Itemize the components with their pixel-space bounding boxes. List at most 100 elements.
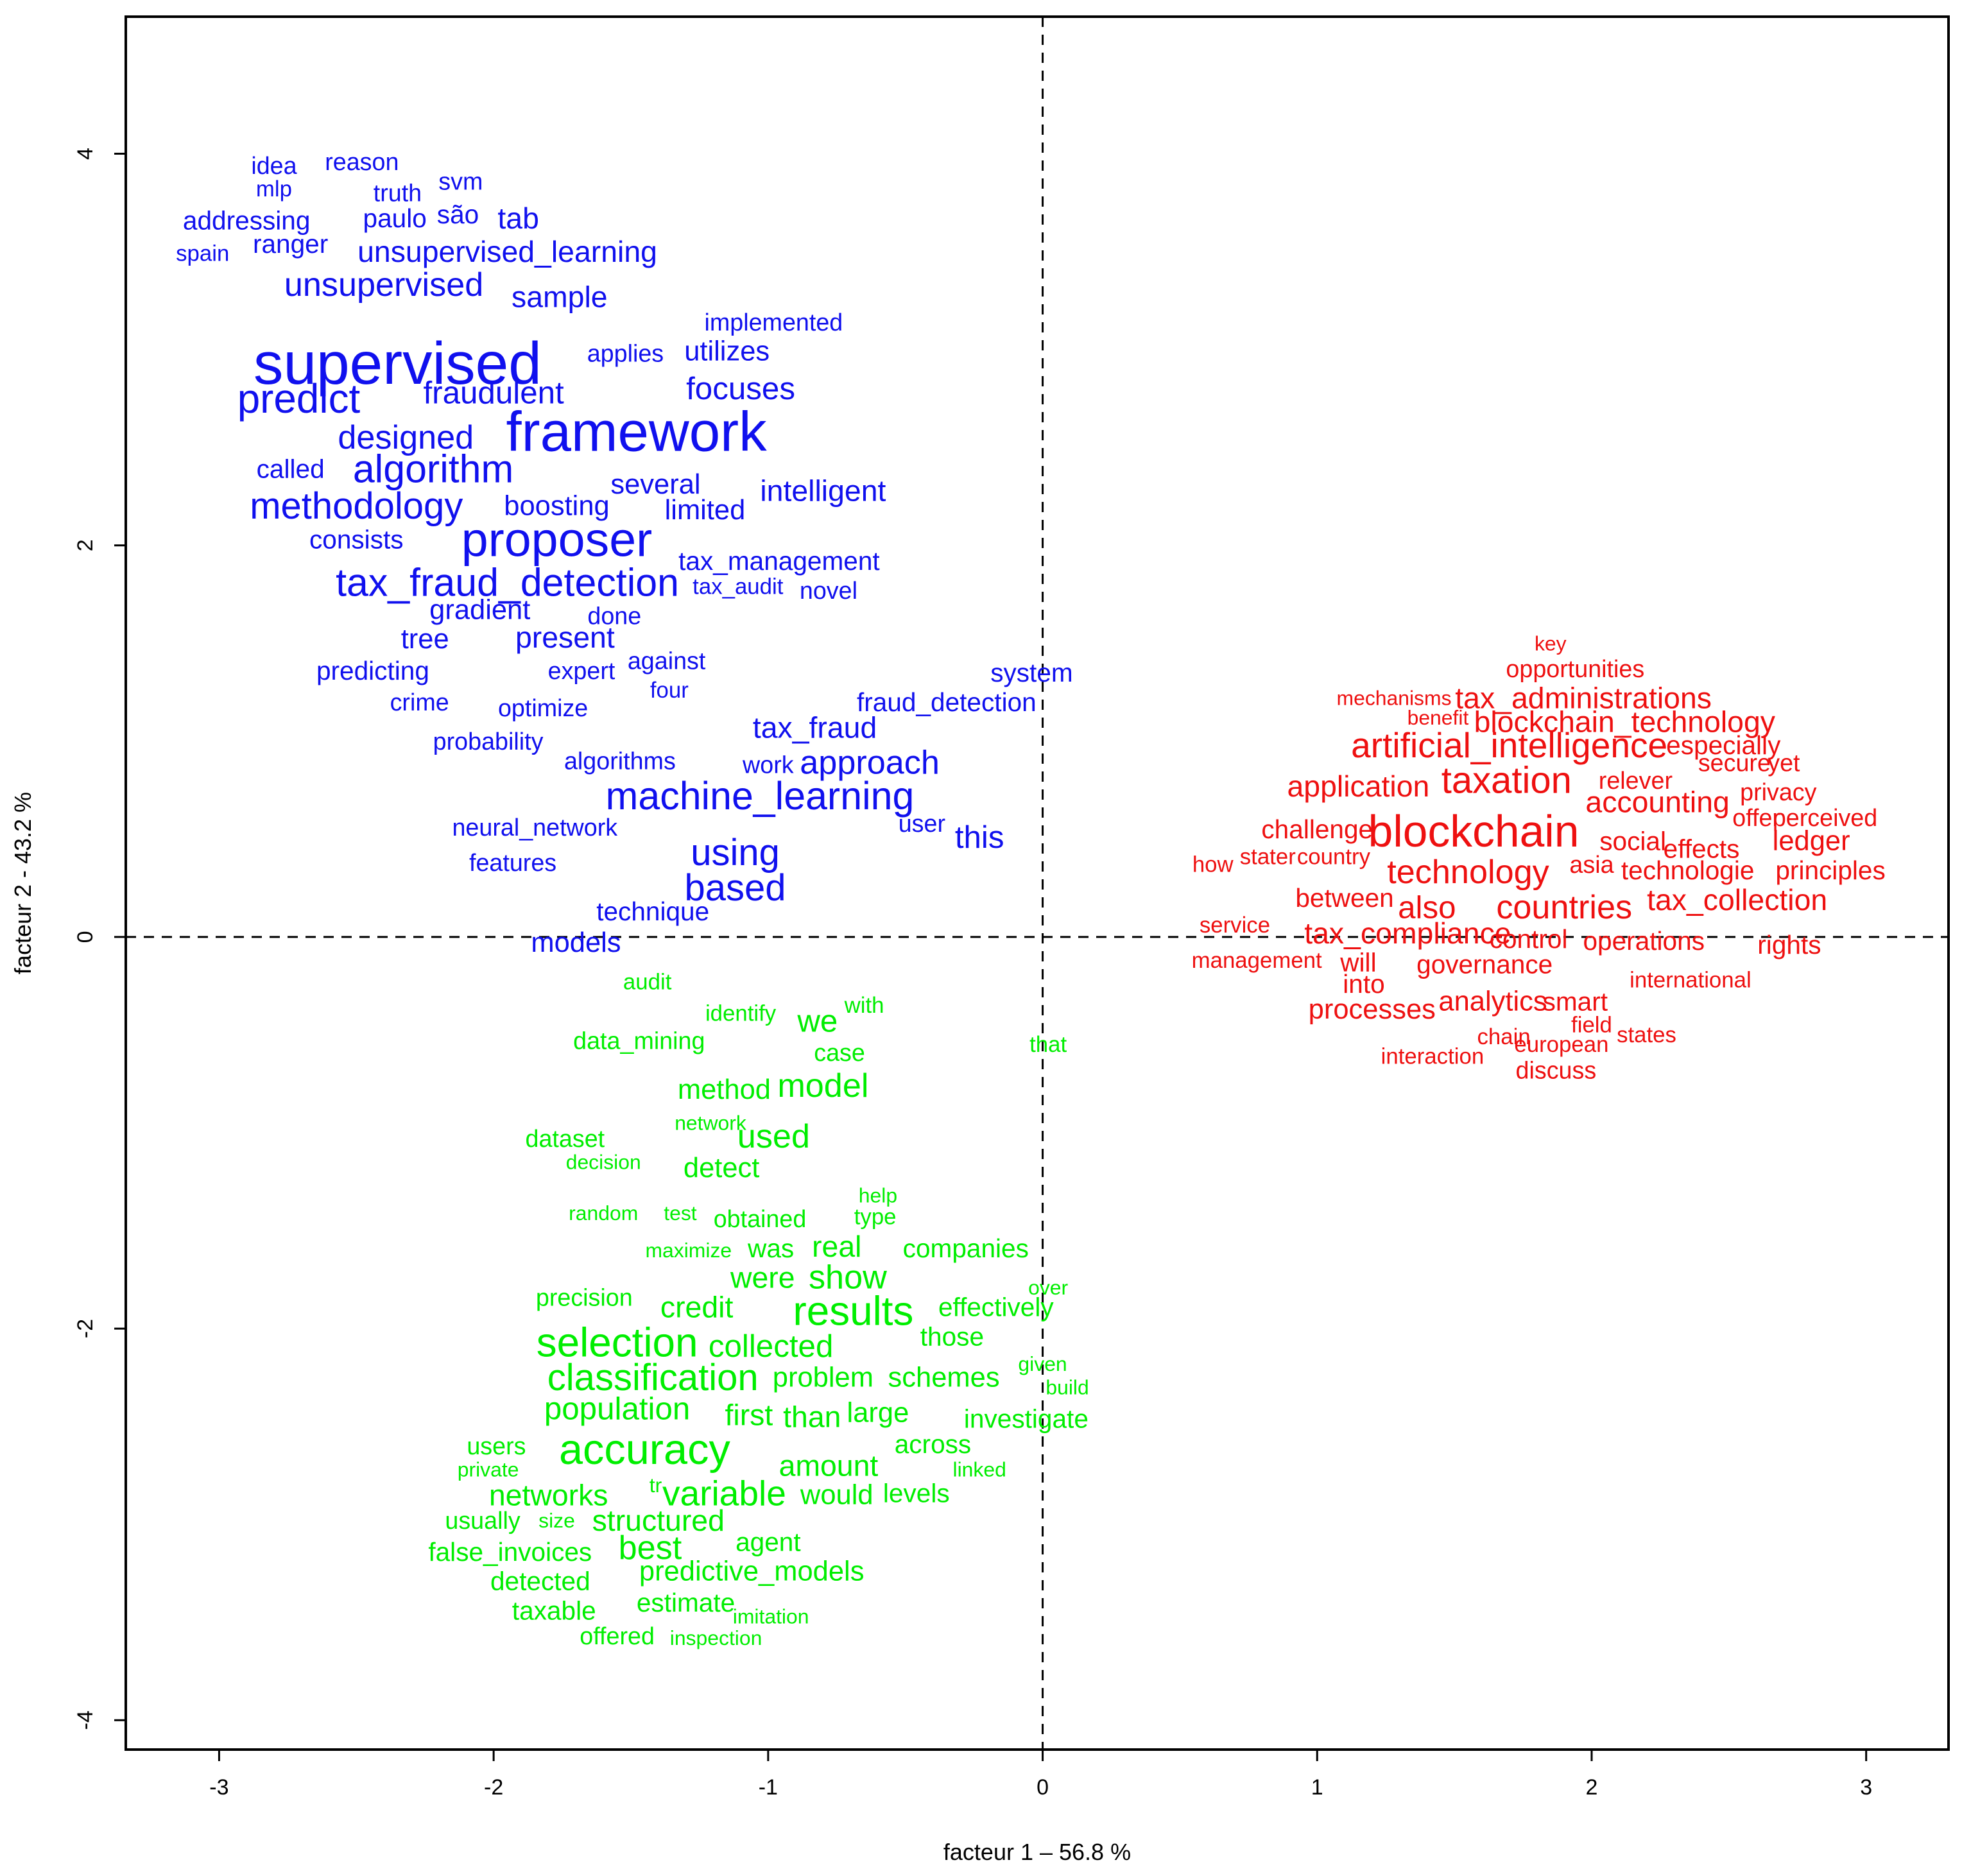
word-label: tab <box>497 202 539 235</box>
word-label: network <box>675 1112 746 1135</box>
word-label: chain <box>1477 1024 1531 1049</box>
word-label: help <box>859 1184 897 1207</box>
word-label: usually <box>445 1507 520 1534</box>
word-label: agent <box>736 1527 801 1557</box>
word-label: amount <box>779 1449 879 1483</box>
x-axis: -3 -2 -1 0 1 2 3 <box>209 1750 1872 1800</box>
word-label: secure <box>1698 749 1771 776</box>
word-label: são <box>437 200 479 229</box>
word-label: relever <box>1599 767 1673 794</box>
word-label: classification <box>547 1357 759 1398</box>
word-label: imitation <box>733 1605 809 1628</box>
word-label: audit <box>623 970 672 995</box>
word-label: tax_fraud_detection <box>336 561 679 605</box>
word-label: novel <box>800 577 857 604</box>
word-label: system <box>990 658 1073 687</box>
word-label: key <box>1535 632 1567 655</box>
word-label: across <box>895 1429 972 1459</box>
word-label: tax_collection <box>1647 883 1827 916</box>
word-label: especially <box>1666 730 1781 760</box>
word-label: machine_learning <box>606 774 915 818</box>
word-label: collected <box>709 1329 834 1364</box>
word-label: expert <box>548 657 615 684</box>
word-label: european <box>1514 1032 1608 1057</box>
word-label: accounting <box>1585 785 1729 818</box>
word-label: using <box>691 832 780 873</box>
word-label: estimate <box>637 1588 735 1617</box>
word-label: limited <box>665 495 746 526</box>
word-label: results <box>793 1288 913 1334</box>
word-label: first <box>725 1398 773 1431</box>
word-label: tax_compliance <box>1304 916 1511 950</box>
word-label: obtained <box>714 1205 807 1232</box>
word-label: structured <box>592 1504 725 1537</box>
word-label: models <box>531 927 621 958</box>
word-label: gradient <box>429 594 530 625</box>
word-label: processes <box>1309 994 1436 1025</box>
plot-frame <box>125 15 1950 1751</box>
word-label: unsupervised <box>284 266 483 304</box>
word-label: against <box>628 648 706 675</box>
word-label: crime <box>390 689 449 716</box>
word-label: consists <box>309 525 404 555</box>
word-label: features <box>469 849 556 876</box>
word-label: operations <box>1583 926 1705 956</box>
word-label: reason <box>325 148 399 175</box>
word-label: interaction <box>1381 1044 1484 1069</box>
word-label: unsupervised_learning <box>357 235 657 268</box>
word-label: credit <box>660 1291 734 1324</box>
word-label: false_invoices <box>428 1537 592 1567</box>
word-label: type <box>854 1205 897 1230</box>
word-label: selection <box>537 1319 698 1365</box>
word-label: present <box>515 621 615 654</box>
word-label: proposer <box>461 513 653 567</box>
word-label: used <box>737 1118 810 1155</box>
word-label: maximize <box>645 1239 732 1262</box>
word-label: tax_fraud <box>753 710 877 744</box>
word-label: also <box>1398 890 1456 925</box>
word-label: principles <box>1775 856 1885 885</box>
word-label: international <box>1630 968 1751 993</box>
word-label: mlp <box>256 176 292 202</box>
word-label: predictive_models <box>639 1556 865 1587</box>
word-label: problem <box>773 1362 873 1393</box>
word-label: technology <box>1387 854 1549 891</box>
word-label: into <box>1343 969 1384 999</box>
word-label: population <box>544 1391 691 1427</box>
word-label: governance <box>1416 950 1553 979</box>
word-label: neural_network <box>452 814 617 841</box>
word-label: offered <box>580 1622 655 1649</box>
y-tick-label: 4 <box>73 148 98 160</box>
word-label: addressing <box>183 205 311 235</box>
word-label: user <box>899 810 945 837</box>
word-label: technique <box>596 897 709 926</box>
word-label: fraud_detection <box>857 687 1037 717</box>
word-label: approach <box>800 744 940 781</box>
word-label: real <box>812 1230 861 1263</box>
word-label: over <box>1028 1276 1068 1299</box>
word-label: applies <box>587 340 664 367</box>
word-label: users <box>467 1433 526 1459</box>
word-label: based <box>685 867 786 909</box>
word-label: rights <box>1757 930 1821 960</box>
word-label: linked <box>953 1458 1006 1481</box>
word-label: smart <box>1543 987 1608 1017</box>
word-label: asia <box>1569 851 1613 878</box>
word-label: four <box>650 678 689 703</box>
word-label: predicting <box>316 656 429 685</box>
word-label: predict <box>237 375 361 422</box>
word-label: than <box>783 1400 841 1433</box>
word-label: supervised <box>254 330 542 397</box>
word-label: benefit <box>1407 706 1469 729</box>
word-label: effectively <box>938 1293 1054 1322</box>
word-label: framework <box>506 400 768 463</box>
word-label: paulo <box>363 203 427 233</box>
word-label: opportunities <box>1506 655 1644 682</box>
word-label: we <box>796 1004 838 1039</box>
word-label: stater <box>1240 844 1296 869</box>
word-label: focuses <box>686 371 795 406</box>
x-axis-title: facteur 1 – 56.8 % <box>943 1839 1131 1865</box>
word-label: between <box>1295 883 1393 913</box>
